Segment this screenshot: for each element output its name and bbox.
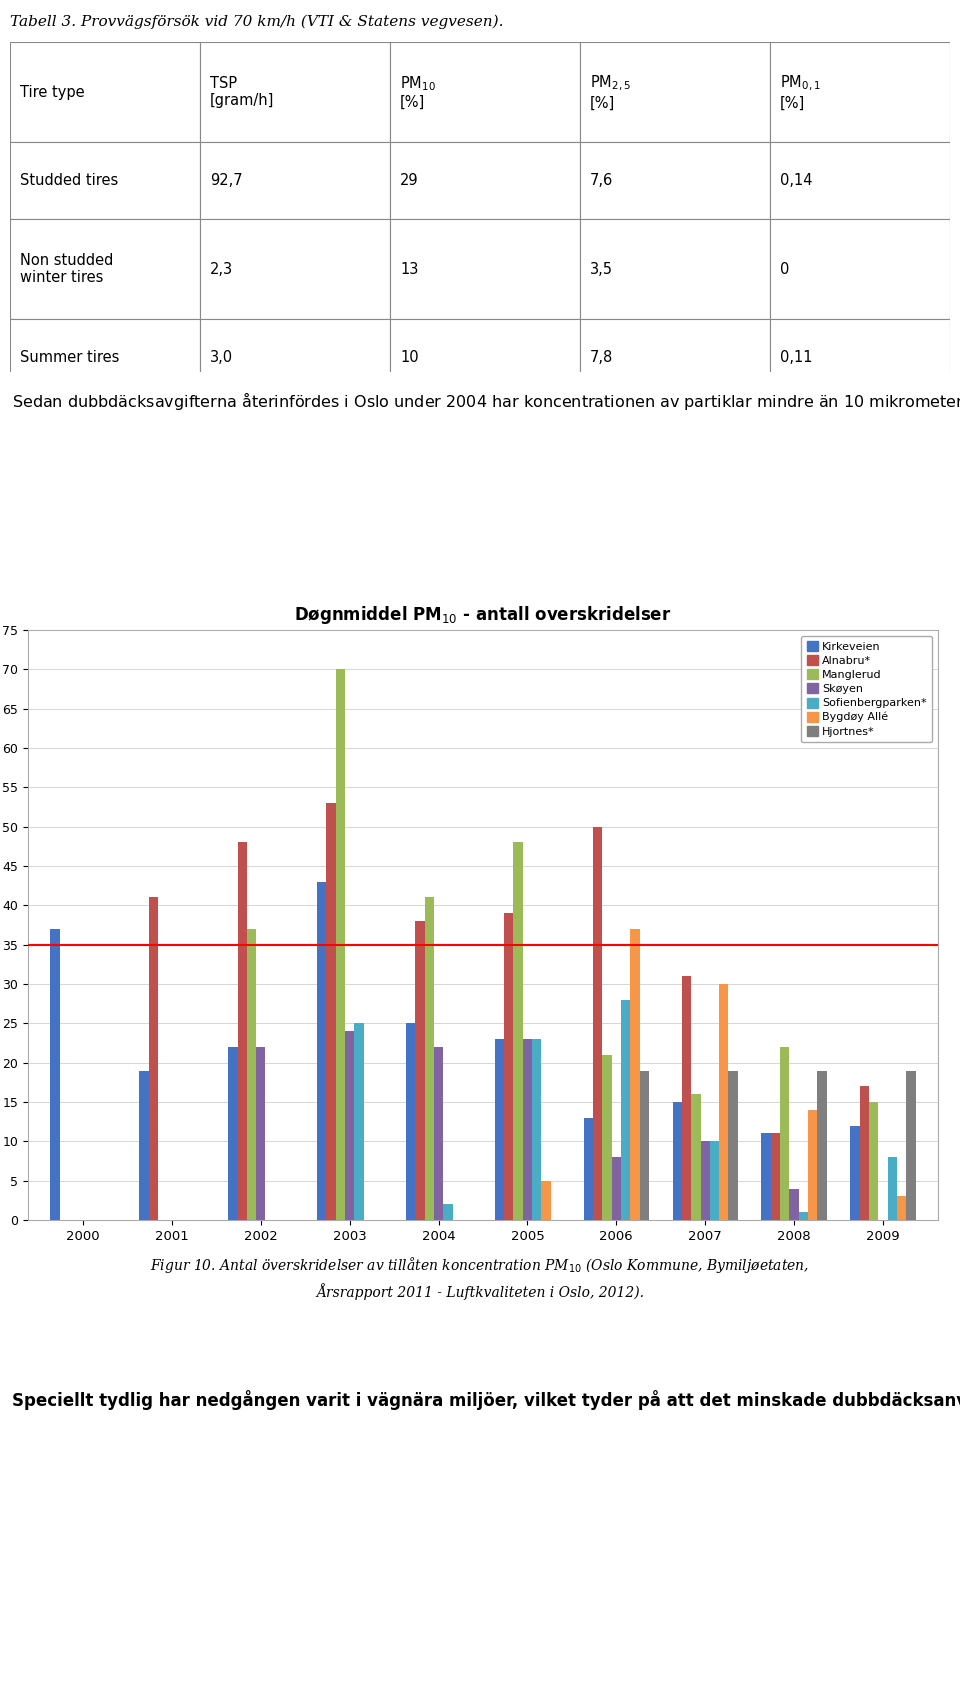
Bar [631,929,639,1220]
Text: Speciellt tydlig har nedgången varit i vägnära miljöer, vilket tyder på att det : Speciellt tydlig har nedgången varit i v… [12,1390,960,1410]
Bar [354,1024,364,1220]
Bar [247,929,256,1220]
Bar [336,670,345,1220]
Bar [256,1048,266,1220]
Text: Studded tires: Studded tires [20,173,118,188]
Text: Tire type: Tire type [20,85,84,100]
Bar [780,1048,789,1220]
Bar [761,1134,771,1220]
Bar [494,1039,504,1220]
Bar [580,142,770,219]
Bar [621,1000,631,1220]
Bar [416,920,424,1220]
Text: 0: 0 [780,261,789,276]
Bar [228,1048,237,1220]
Bar [691,1095,701,1220]
Bar [584,1117,593,1220]
Bar [789,1188,799,1220]
Text: 0,11: 0,11 [780,349,812,364]
Bar [612,1158,621,1220]
Text: 29: 29 [400,173,419,188]
Text: 13: 13 [400,261,419,276]
Bar [10,142,200,219]
Bar [390,219,580,319]
Text: Sedan dubbdäcksavgifterna återinfördes i Oslo under 2004 har koncentrationen av : Sedan dubbdäcksavgifterna återinfördes i… [12,390,960,412]
Bar [390,42,580,142]
Bar [682,976,691,1220]
Bar [139,1071,149,1220]
Bar [869,1102,878,1220]
Text: 7,8: 7,8 [590,349,613,364]
Text: 10: 10 [400,349,419,364]
Bar [771,1134,780,1220]
Bar [770,319,950,397]
Bar [200,319,390,397]
Text: Tabell 3. Provvägsförsök vid 70 km/h (VTI & Statens vegvesen).: Tabell 3. Provvägsförsök vid 70 km/h (VT… [10,15,503,29]
Text: 92,7: 92,7 [210,173,243,188]
Text: PM$_{10}$
[%]: PM$_{10}$ [%] [400,75,436,110]
Text: 0,14: 0,14 [780,173,812,188]
Bar [897,1197,906,1220]
Text: 3,5: 3,5 [590,261,613,276]
Bar [237,842,247,1220]
Bar [424,897,434,1220]
Bar [390,319,580,397]
Text: 7,6: 7,6 [590,173,613,188]
Bar [719,985,729,1220]
Bar [444,1203,452,1220]
Bar [345,1031,354,1220]
Text: 3,0: 3,0 [210,349,233,364]
Bar [709,1141,719,1220]
Bar [770,219,950,319]
Bar [51,929,60,1220]
Bar [317,881,326,1220]
Bar [602,1054,612,1220]
Bar [406,1024,416,1220]
Bar [639,1071,649,1220]
Text: PM$_{0,1}$
[%]: PM$_{0,1}$ [%] [780,73,821,110]
Bar [10,42,200,142]
Bar [390,142,580,219]
Bar [729,1071,738,1220]
Bar [149,897,158,1220]
Bar [859,1086,869,1220]
Bar [770,42,950,142]
Bar [200,219,390,319]
Text: Figur 10. Antal överskridelser av tillåten koncentration PM$_{10}$ (Oslo Kommune: Figur 10. Antal överskridelser av tillåt… [151,1254,809,1300]
Legend: Kirkeveien, Alnabru*, Manglerud, Skøyen, Sofienbergparken*, Bygdøy Allé, Hjortne: Kirkeveien, Alnabru*, Manglerud, Skøyen,… [802,636,932,742]
Bar [888,1158,897,1220]
Bar [580,319,770,397]
Bar [673,1102,682,1220]
Bar [817,1071,827,1220]
Bar [770,142,950,219]
Bar [200,142,390,219]
Title: Døgnmiddel PM$_{10}$ - antall overskridelser: Døgnmiddel PM$_{10}$ - antall overskride… [295,605,672,625]
Bar [799,1212,808,1220]
Text: TSP
[gram/h]: TSP [gram/h] [210,76,275,108]
Bar [523,1039,532,1220]
Bar [851,1125,859,1220]
Bar [326,803,336,1220]
Bar [10,219,200,319]
Text: PM$_{2,5}$
[%]: PM$_{2,5}$ [%] [590,73,631,110]
Text: 2,3: 2,3 [210,261,233,276]
Bar [514,842,523,1220]
Bar [200,42,390,142]
Bar [541,1181,551,1220]
Bar [808,1110,817,1220]
Bar [532,1039,541,1220]
Text: Non studded
winter tires: Non studded winter tires [20,253,113,285]
Bar [504,914,514,1220]
Bar [580,42,770,142]
Bar [10,319,200,397]
Text: Summer tires: Summer tires [20,349,119,364]
Bar [593,827,602,1220]
Bar [580,219,770,319]
Bar [701,1141,709,1220]
Bar [434,1048,444,1220]
Bar [906,1071,916,1220]
